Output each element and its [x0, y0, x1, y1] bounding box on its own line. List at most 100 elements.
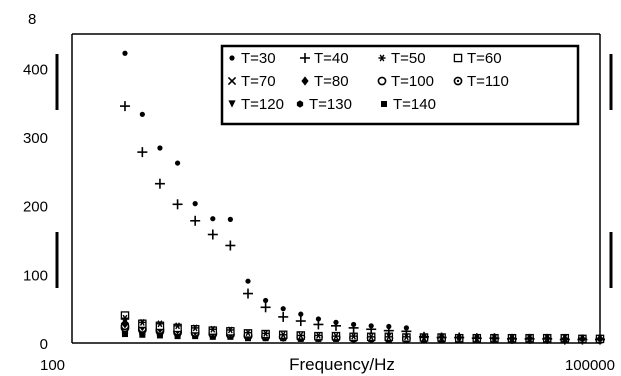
legend-label: T=60	[467, 50, 502, 67]
y-tick-label: 0	[40, 336, 48, 353]
legend-entry: T=140	[381, 96, 436, 113]
data-point	[315, 316, 322, 322]
data-point	[367, 333, 375, 341]
data-point	[332, 332, 340, 340]
data-point	[227, 216, 233, 222]
legend-entry: T=80	[301, 73, 349, 90]
data-point	[295, 316, 306, 327]
data-point	[245, 278, 251, 284]
data-point	[155, 321, 165, 331]
legend-entry: T=120	[228, 96, 284, 113]
data-point	[403, 325, 409, 331]
y-tick-label: 200	[23, 199, 48, 216]
data-point	[226, 326, 234, 334]
legend-marker	[453, 53, 463, 63]
legend-label: T=140	[393, 96, 436, 113]
data-point	[173, 322, 182, 330]
data-point	[172, 199, 183, 210]
legend-marker	[378, 54, 386, 62]
data-point	[402, 333, 410, 341]
data-point	[174, 160, 181, 166]
data-point	[527, 335, 533, 341]
legend-marker	[229, 55, 235, 61]
data-point	[262, 329, 270, 337]
legend-entry: T=70	[227, 73, 276, 90]
legend-entry: T=100	[377, 73, 434, 90]
data-point	[260, 302, 271, 313]
y-tick-label: 400	[23, 61, 48, 78]
data-point	[138, 318, 146, 326]
data-point	[349, 332, 358, 340]
data-point	[314, 331, 323, 339]
x-tick-label: 100000	[565, 357, 615, 374]
data-point	[474, 334, 480, 341]
legend-entry: T=30	[229, 50, 276, 67]
x-tick-label: 100	[40, 357, 65, 374]
x-axis-label: Frequency/Hz	[289, 355, 395, 374]
data-point	[438, 334, 445, 340]
data-point	[297, 331, 305, 339]
data-point	[137, 147, 148, 158]
data-point	[421, 333, 427, 339]
data-point	[225, 240, 236, 251]
data-point	[139, 111, 145, 117]
data-point	[121, 319, 129, 329]
data-point	[191, 324, 199, 332]
data-point	[456, 334, 462, 341]
legend-label: T=30	[241, 50, 276, 67]
data-point	[119, 101, 130, 112]
data-point	[192, 201, 198, 207]
data-point	[491, 335, 498, 341]
legend-label: T=80	[314, 73, 349, 90]
y-axis-top-label: 8	[28, 11, 36, 28]
legend-entry: T=110	[453, 73, 509, 90]
data-point	[122, 50, 128, 56]
data-point	[157, 145, 163, 151]
legend-entry: T=60	[453, 50, 502, 67]
data-point	[333, 319, 339, 325]
data-point	[597, 336, 603, 342]
x-axis-tick-labels: 100 100000	[40, 357, 615, 374]
data-point	[244, 329, 252, 337]
data-point	[278, 311, 289, 322]
data-point	[121, 314, 129, 322]
data-point	[509, 335, 515, 341]
legend-entry: T=40	[300, 50, 349, 67]
series-T-40	[119, 101, 605, 345]
legend-marker	[228, 100, 236, 108]
legend-label: T=40	[314, 50, 349, 67]
data-point	[562, 336, 568, 342]
legend-marker	[381, 101, 387, 107]
legend-label: T=70	[241, 73, 276, 90]
data-points	[119, 50, 605, 345]
data-point	[350, 321, 357, 328]
legend-entry: T=130	[296, 96, 352, 113]
legend: T=30 T=40 T=50 T=60 T=70 T=80 T=100 T=110 T=120 T…	[220, 44, 580, 126]
legend-label: T=110	[467, 73, 509, 90]
data-point	[386, 323, 392, 330]
data-point	[154, 178, 165, 189]
legend-marker	[227, 76, 237, 86]
y-tick-label: 300	[23, 130, 48, 147]
data-point	[190, 215, 201, 226]
legend-marker	[453, 76, 463, 86]
legend-box	[220, 44, 580, 126]
legend-label: T=50	[391, 50, 426, 67]
data-point	[173, 323, 182, 333]
y-tick-label: 100	[23, 267, 48, 284]
data-point	[209, 325, 217, 333]
legend-marker	[301, 76, 309, 86]
legend-marker	[300, 53, 310, 63]
series-T-30	[122, 50, 603, 342]
legend-label: T=120	[241, 96, 284, 113]
data-point	[298, 311, 304, 317]
data-point	[280, 306, 286, 312]
legend-label: T=100	[391, 73, 434, 90]
data-point	[243, 288, 253, 299]
data-point	[156, 320, 164, 328]
legend-marker	[377, 76, 387, 86]
legend-entry: T=50	[378, 50, 426, 67]
legend-marker	[296, 100, 304, 108]
legend-label: T=130	[309, 96, 352, 113]
